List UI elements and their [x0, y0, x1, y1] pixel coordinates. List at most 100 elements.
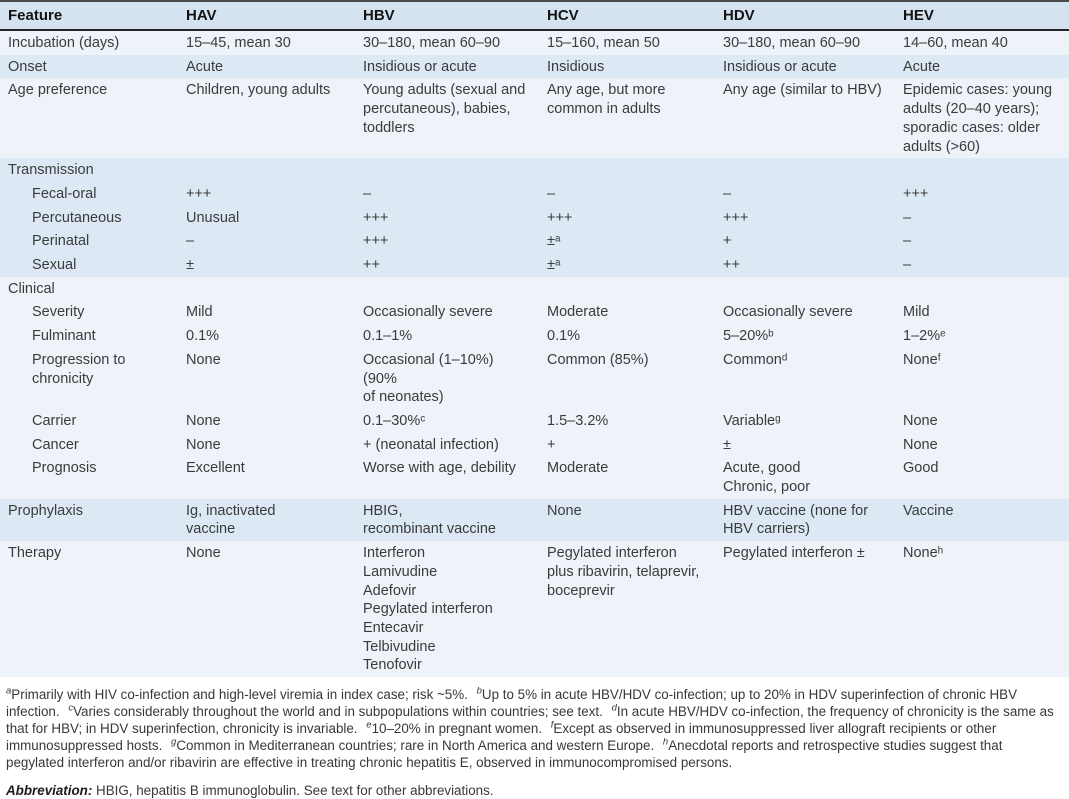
value-cell: Acute [903, 58, 941, 75]
feature-cell: Onset [8, 58, 47, 75]
value-cell: None [186, 412, 221, 429]
footnote-marker: b [476, 685, 482, 697]
table-row: Carrier None 0.1–30%ᶜ 1.5–3.2% Variableᵍ None [0, 408, 1069, 433]
value-cell: 15–160, mean 50 [547, 35, 660, 51]
feature-cell: Age preference [8, 82, 108, 99]
table-row: Prophylaxis Ig, inactivated vaccine HBIG, … [0, 498, 1069, 542]
footnote-marker: c [68, 702, 74, 714]
value-cell: ±ᵃ [547, 233, 561, 250]
value-cell: +++ [903, 185, 929, 202]
footnote-paragraph: aPrimarily with HIV co-infection and hig… [6, 686, 1063, 771]
feature-cell: Progression to chronicity [32, 351, 126, 387]
value-cell: None [186, 545, 221, 562]
footnote-marker: d [611, 702, 617, 714]
value-cell: 15–45, mean 30 [186, 35, 291, 51]
value-cell: +++ [363, 233, 389, 250]
feature-cell: Prophylaxis [8, 502, 83, 519]
table-row: Fulminant 0.1% 0.1–1% 0.1% 5–20%ᵇ 1–2%ᵉ [0, 324, 1069, 348]
value-cell: ±ᵃ [547, 257, 561, 274]
value-cell: 0.1–1% [363, 328, 413, 345]
feature-cell: Severity [32, 304, 85, 321]
value-cell: Variableᵍ [723, 412, 781, 429]
table-row: Fecal-oral +++ – – – +++ [0, 181, 1069, 206]
value-cell: Good [903, 460, 939, 477]
value-cell: Acute [186, 58, 224, 75]
value-cell: Acute, good Chronic, poor [723, 460, 811, 496]
footnote-item: fExcept as observed in immunosuppressed … [6, 719, 997, 754]
section-row: Clinical [0, 276, 1069, 301]
footnote-item: aPrimarily with HIV co-infection and hig… [6, 685, 468, 703]
value-cell: – [903, 209, 912, 226]
footnote-item: cVaries considerably throughout the worl… [68, 702, 603, 720]
value-cell: HBV vaccine (none for HBV carriers) [723, 502, 869, 538]
value-cell: – [363, 185, 372, 202]
value-cell: Insidious [547, 58, 605, 75]
value-cell: ± [186, 257, 194, 274]
table-row: Progression to chronicity None Occasional … [0, 347, 1069, 409]
value-cell: ++ [723, 257, 740, 274]
value-cell: ± [723, 436, 731, 453]
value-cell: +++ [186, 185, 212, 202]
value-cell: 14–60, mean 40 [903, 35, 1008, 51]
feature-cell: Fecal-oral [32, 185, 97, 202]
value-cell: Pegylated interferon plus ribavirin, tel… [547, 545, 700, 599]
value-cell: + [547, 436, 556, 453]
value-cell: Noneᶠ [903, 351, 941, 368]
table-row: Severity Mild Occasionally severe Moderate O… [0, 300, 1069, 325]
value-cell: Worse with age, debility [363, 460, 516, 477]
value-cell: Interferon Lamivudine Adefovir Pegylated… [363, 545, 493, 674]
table-row: Cancer None + (neonatal infection) + ± None [0, 432, 1069, 457]
footnote-item: bUp to 5% in acute HBV/HDV co-infection;… [6, 685, 1018, 720]
value-cell: Mild [186, 304, 213, 321]
value-cell: Mild [903, 304, 930, 321]
value-cell: None [903, 412, 938, 429]
value-cell: 0.1% [547, 328, 581, 345]
value-cell: + [723, 233, 732, 250]
value-cell: None [547, 502, 582, 519]
value-cell: Noneʰ [903, 545, 944, 562]
abbreviation-text: HBIG, hepatitis B immunoglobulin. See te… [96, 783, 494, 799]
feature-cell: Sexual [32, 257, 77, 274]
virus-table-body: Incubation (days) 15–45, mean 30 30–180, m… [0, 31, 1069, 678]
column-header-hcv: HCV [547, 7, 579, 24]
value-cell: Vaccine [903, 502, 954, 519]
footnote-marker: f [550, 719, 554, 731]
value-cell: 1.5–3.2% [547, 412, 609, 429]
hepatitis-comparison-table: Feature HAV HBV HCV HDV HEV Incubation (… [0, 0, 1069, 678]
value-cell: 30–180, mean 60–90 [363, 35, 501, 51]
value-cell: Ig, inactivated vaccine [186, 502, 276, 538]
value-cell: None [186, 351, 221, 368]
table-header-row: Feature HAV HBV HCV HDV HEV [0, 2, 1069, 31]
value-cell: Pegylated interferon ± [723, 545, 865, 562]
value-cell: 0.1–30%ᶜ [363, 412, 426, 429]
column-header-hev: HEV [903, 7, 934, 24]
value-cell: Excellent [186, 460, 245, 477]
feature-cell: Carrier [32, 412, 77, 429]
value-cell: Occasional (1–10%) (90% of neonates) [363, 351, 494, 406]
footnote-item: gCommon in Mediterranean countries; rare… [171, 736, 655, 754]
feature-cell: Transmission [8, 162, 94, 179]
value-cell: +++ [723, 209, 749, 226]
footnote-marker: g [171, 736, 177, 748]
value-cell: – [903, 233, 912, 250]
value-cell: None [186, 436, 221, 453]
value-cell: 1–2%ᵉ [903, 328, 946, 345]
value-cell: Any age, but more common in adults [547, 82, 666, 118]
feature-cell: Cancer [32, 436, 79, 453]
value-cell: – [547, 185, 556, 202]
table-row: Perinatal – +++ ±ᵃ + – [0, 229, 1069, 254]
footnotes: aPrimarily with HIV co-infection and hig… [0, 677, 1069, 799]
column-header-hdv: HDV [723, 7, 755, 24]
footnote-marker: h [662, 736, 669, 748]
feature-cell: Therapy [8, 545, 62, 562]
section-row: Transmission [0, 158, 1069, 182]
footnote-marker: e [366, 719, 372, 731]
value-cell: – [723, 185, 732, 202]
value-cell: Common (85%) [547, 351, 649, 368]
value-cell: Occasionally severe [363, 304, 493, 321]
value-cell: Any age (similar to HBV) [723, 82, 882, 99]
value-cell: None [903, 436, 938, 453]
table-row: Incubation (days) 15–45, mean 30 30–180, m… [0, 31, 1069, 55]
value-cell: Insidious or acute [363, 58, 477, 75]
table-row: Onset Acute Insidious or acute Insidious Ins… [0, 54, 1069, 79]
